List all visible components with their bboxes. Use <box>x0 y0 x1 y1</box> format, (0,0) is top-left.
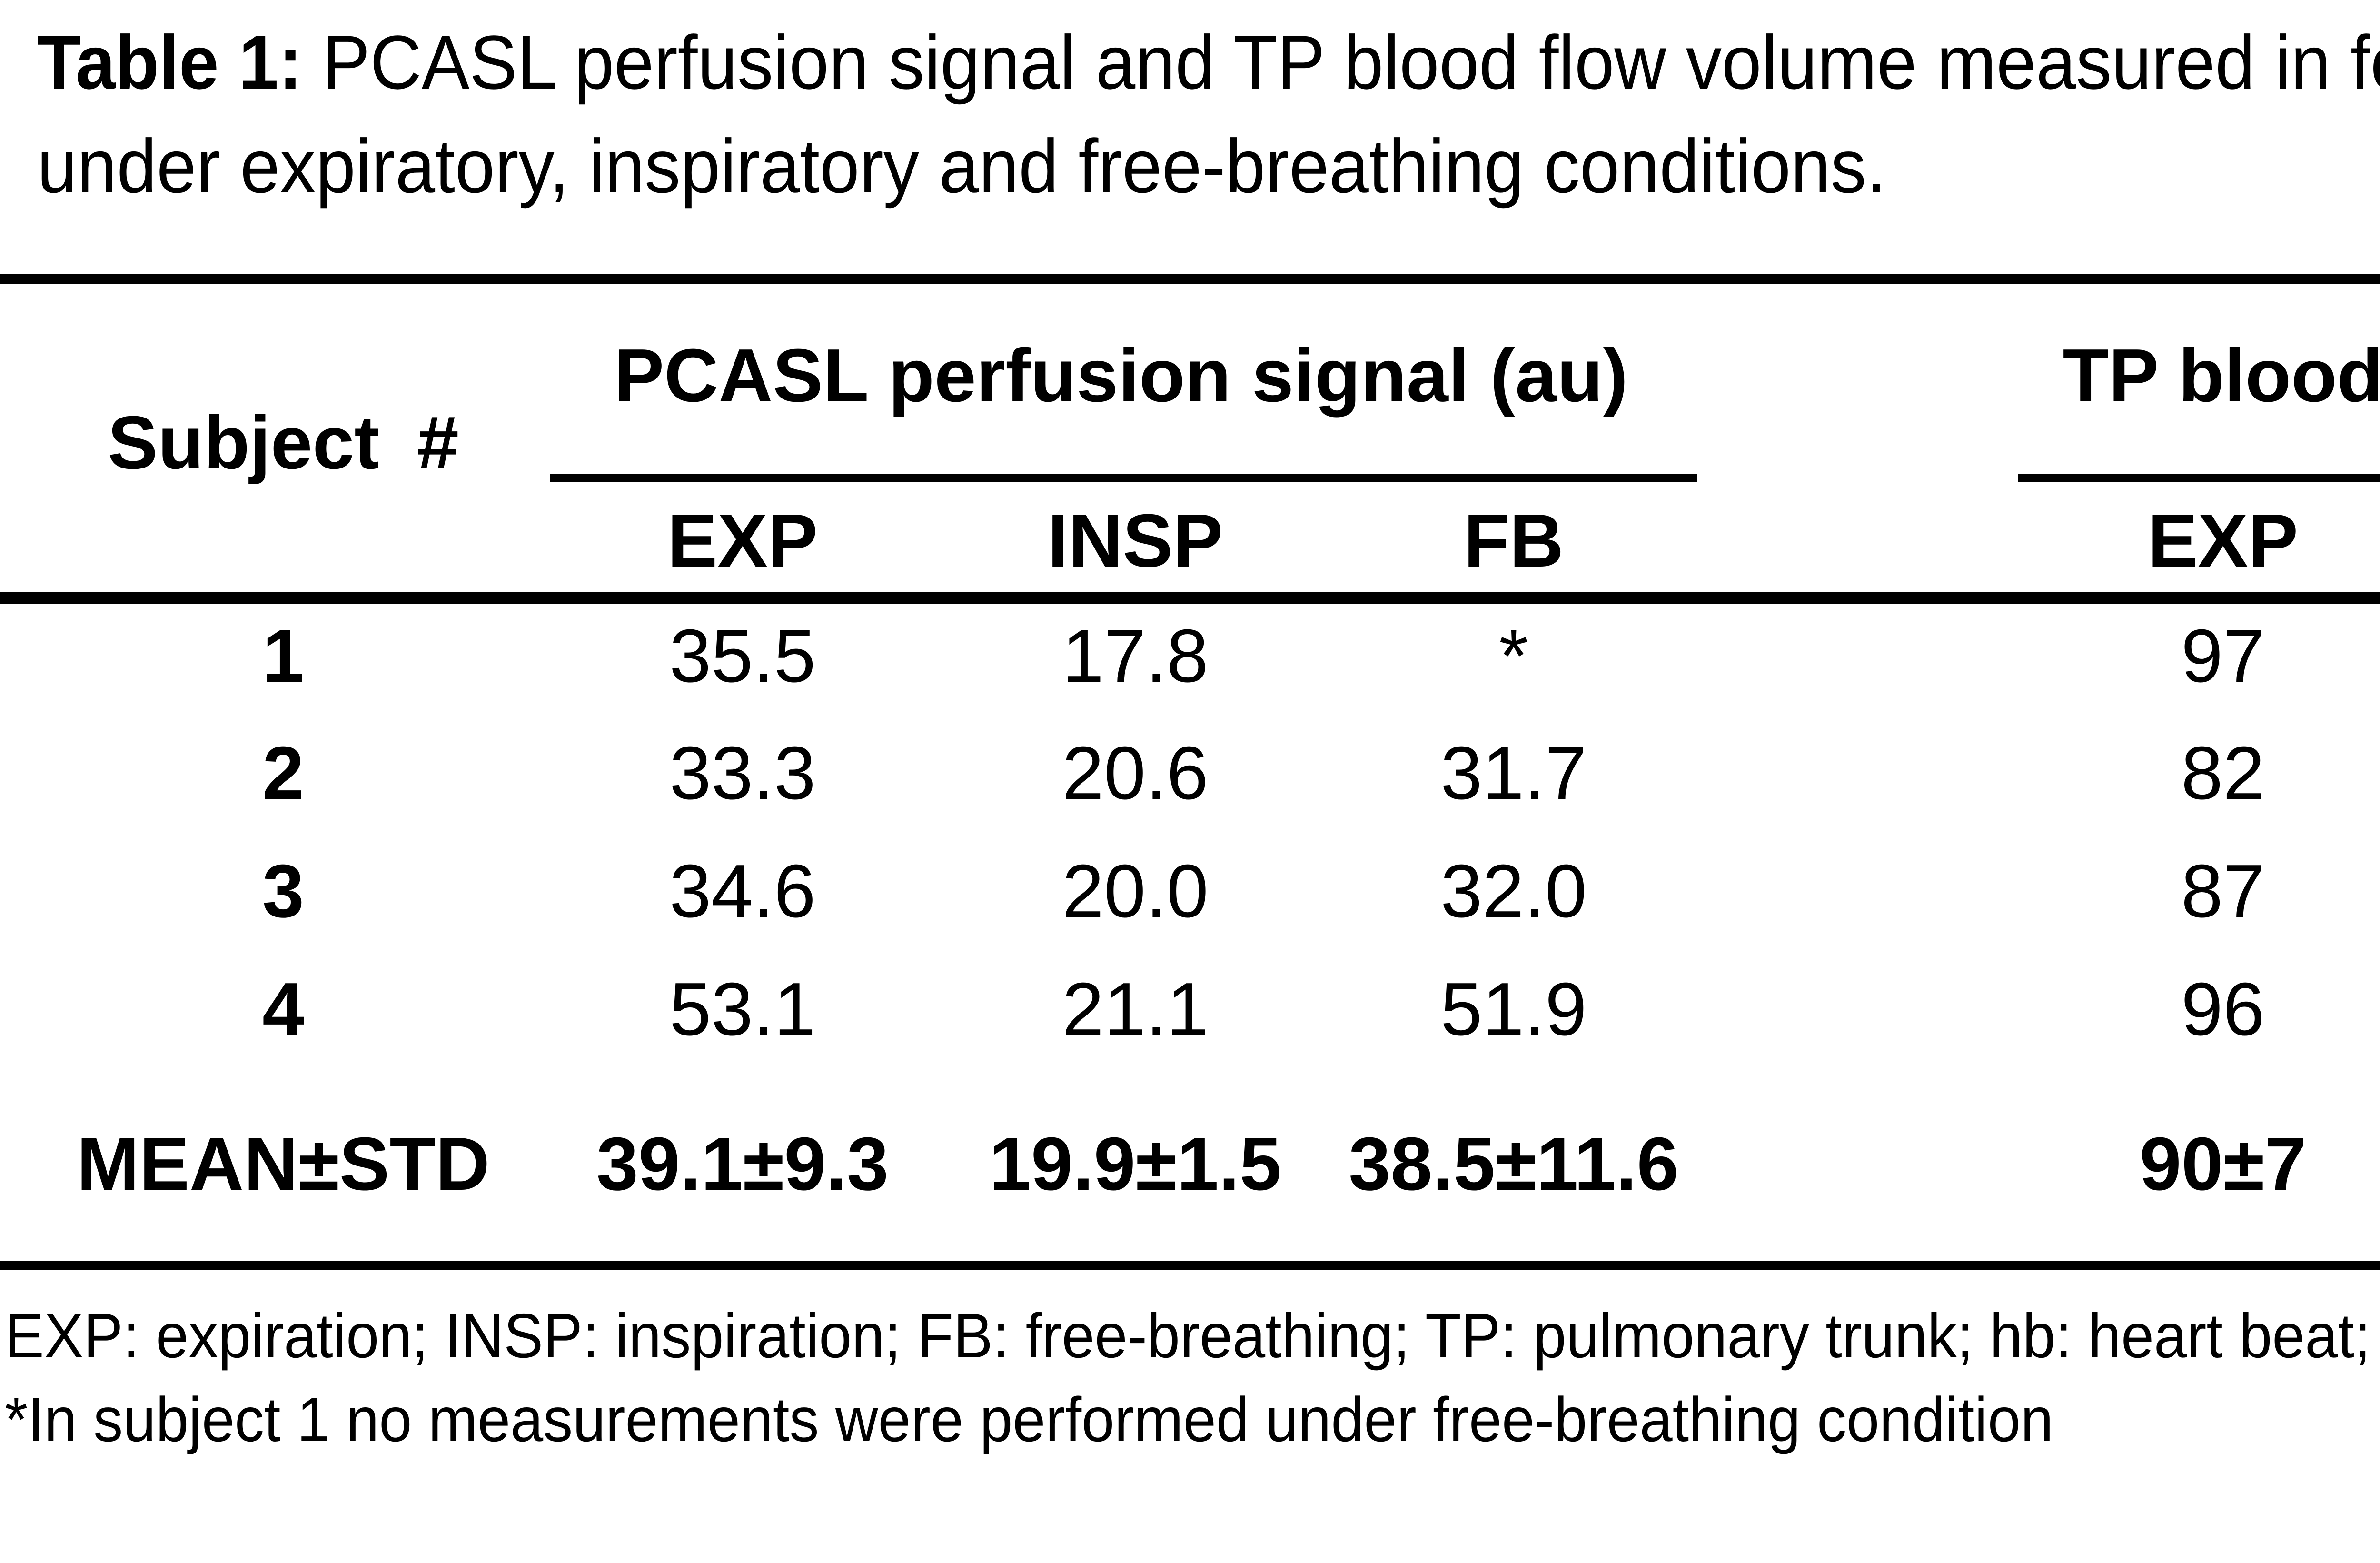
table-row: 2 33.3 20.6 31.7 82 67 101 <box>0 730 2380 816</box>
column-header-pcasl-exp: EXP <box>667 498 818 583</box>
cell-pcasl-insp: 20.6 <box>1062 731 1209 815</box>
spacer-cell <box>1676 730 2033 816</box>
cell-tp-exp: 96 <box>2181 967 2265 1051</box>
spacer-cell <box>1676 848 2033 934</box>
cell-pcasl-exp: 34.6 <box>669 849 816 933</box>
cell-pcasl-fb: 31.7 <box>1440 731 1587 815</box>
column-header-tp-exp: EXP <box>2147 498 2299 583</box>
cell-pcasl-insp: 20.0 <box>1062 849 1209 933</box>
group-header-tp-label: TP blood flow volume (ml/hb) <box>2063 333 2380 418</box>
cell-mean-tp-exp: 90±7 <box>2139 1122 2307 1206</box>
caption-table-number: Table 1: <box>37 20 303 105</box>
cell-mean-pcasl-exp: 39.1±9.3 <box>596 1122 889 1206</box>
rule-top <box>0 274 2380 284</box>
group-header-row: PCASL perfusion signal (au) TP blood flo… <box>0 333 2380 418</box>
footnote-abbreviations: EXP: expiration; INSP: inspiration; FB: … <box>5 1301 2380 1371</box>
cell-pcasl-exp: 33.3 <box>669 731 816 815</box>
column-header-pcasl-fb: FB <box>1463 498 1564 583</box>
footnote-asterisk: *In subject 1 no measurements were perfo… <box>5 1384 2053 1454</box>
group-header-pcasl: PCASL perfusion signal (au) <box>566 333 1676 418</box>
caption-text: PCASL perfusion signal and TP blood flow… <box>322 20 2380 105</box>
cell-mean-label: MEAN±STD <box>77 1122 490 1206</box>
footnotes: EXP: expiration; INSP: inspiration; FB: … <box>5 1294 2380 1462</box>
cell-pcasl-fb: * <box>1499 614 1528 698</box>
table-row: 3 34.6 20.0 32.0 87 71 94 <box>0 848 2380 934</box>
spacer-cell <box>1676 966 2033 1052</box>
caption-line-2: under expiratory, inspiratory and free-b… <box>37 123 1886 209</box>
cell-pcasl-exp: 53.1 <box>669 967 816 1051</box>
summary-row: MEAN±STD 39.1±9.3 19.9±1.5 38.5±11.6 90±… <box>0 1121 2380 1207</box>
spacer-cell <box>1676 1121 2033 1207</box>
cell-pcasl-exp: 35.5 <box>669 614 816 698</box>
rule-table-bottom <box>0 1261 2380 1270</box>
cell-pcasl-fb: 32.0 <box>1440 849 1587 933</box>
column-header-subject-label: Subject # <box>108 400 459 485</box>
cell-tp-exp: 87 <box>2181 849 2265 933</box>
table-row: 4 53.1 21.1 51.9 96 46 91 <box>0 966 2380 1052</box>
caption-line-1: Table 1: PCASL perfusion signal and TP b… <box>37 10 2380 114</box>
empty-cell <box>0 498 566 584</box>
cell-tp-exp: 82 <box>2181 731 2265 815</box>
condition-header-row: EXP INSP FB EXP INSP FB <box>0 498 2380 584</box>
subject-header-row: Subject # <box>0 400 2380 486</box>
column-header-subject: Subject # <box>0 400 566 486</box>
cell-pcasl-insp: 21.1 <box>1062 967 1209 1051</box>
cell-pcasl-insp: 17.8 <box>1062 614 1209 698</box>
cell-subject: 2 <box>262 731 304 815</box>
spacer-cell <box>1676 613 2033 699</box>
cell-mean-pcasl-fb: 38.5±11.6 <box>1349 1122 1679 1206</box>
spacer-cell <box>1676 498 2033 584</box>
table-row: 1 35.5 17.8 * 97 52 * <box>0 613 2380 699</box>
cell-pcasl-fb: 51.9 <box>1440 967 1587 1051</box>
cell-mean-pcasl-insp: 19.9±1.5 <box>989 1122 1281 1206</box>
underline-tp-group <box>2018 474 2380 482</box>
underline-pcasl-group <box>550 474 1697 482</box>
rule-header-bottom <box>0 592 2380 604</box>
table-caption: Table 1: PCASL perfusion signal and TP b… <box>37 10 2380 218</box>
group-header-tp: TP blood flow volume (ml/hb) <box>2033 333 2380 418</box>
cell-subject: 3 <box>262 849 304 933</box>
group-header-pcasl-label: PCASL perfusion signal (au) <box>614 333 1628 418</box>
cell-subject: 1 <box>262 614 304 698</box>
column-header-pcasl-insp: INSP <box>1047 498 1223 583</box>
cell-subject: 4 <box>262 967 304 1051</box>
cell-tp-exp: 97 <box>2181 614 2265 698</box>
